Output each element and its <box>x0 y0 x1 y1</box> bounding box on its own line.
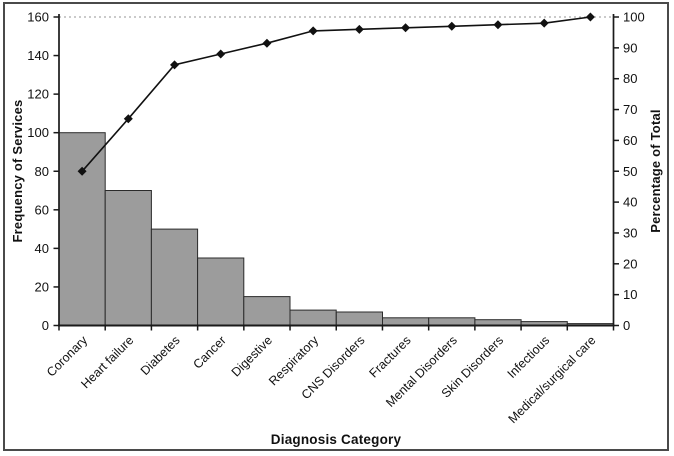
right-tick-label: 0 <box>623 318 630 333</box>
left-tick-label: 60 <box>35 202 49 217</box>
bar-8 <box>428 317 476 326</box>
category-label: Digestive <box>229 333 275 379</box>
tick-marks-layer <box>53 16 619 331</box>
right-tick-label: 90 <box>623 40 637 55</box>
diamond-marker <box>354 24 364 34</box>
left-tick-label: 40 <box>35 241 49 256</box>
category-label: Coronary <box>44 333 91 380</box>
diamond-marker <box>216 49 226 59</box>
category-label: Infectious <box>505 333 553 381</box>
right-tick-label: 20 <box>623 256 637 271</box>
right-tick-label: 80 <box>623 71 637 86</box>
right-tick-label: 50 <box>623 164 637 179</box>
bar-5 <box>289 309 337 327</box>
category-label: Diabetes <box>138 333 183 378</box>
right-tick-label: 70 <box>623 102 637 117</box>
left-tick-label: 20 <box>35 279 49 294</box>
right-tick-label: 100 <box>623 10 645 25</box>
diamond-marker <box>123 114 133 124</box>
cumulative-line <box>81 16 591 172</box>
diamond-marker <box>401 23 411 33</box>
diamond-marker <box>447 21 457 31</box>
right-axis-title: Percentage of Total <box>648 109 663 233</box>
category-label: Fractures <box>366 333 413 380</box>
diamond-marker <box>585 12 595 22</box>
diamond-marker <box>308 26 318 36</box>
bars-layer <box>58 132 614 327</box>
line-markers-layer <box>77 12 595 176</box>
bar-7 <box>382 317 430 326</box>
bar-4 <box>243 296 291 327</box>
left-tick-label: 140 <box>27 48 49 63</box>
cumulative-line-layer <box>81 16 591 172</box>
x-axis-title: Diagnosis Category <box>270 432 402 447</box>
bar-0 <box>58 132 106 326</box>
left-tick-label: 0 <box>42 318 49 333</box>
category-label: Cancer <box>190 333 228 371</box>
left-tick-label: 100 <box>27 125 49 140</box>
bar-2 <box>150 228 199 327</box>
tick-labels-layer: 0 20 40 60 80 100 120 140 160 0 10 20 30 40 50 60 70 80 90… <box>27 10 644 334</box>
diamond-marker <box>77 166 87 176</box>
left-tick-label: 80 <box>35 164 49 179</box>
left-axis-title: Frequency of Services <box>10 99 25 243</box>
bar-3 <box>197 257 245 326</box>
bar-1 <box>104 190 152 326</box>
diamond-marker <box>539 18 549 28</box>
right-tick-label: 30 <box>623 225 637 240</box>
bar-6 <box>335 311 383 326</box>
category-label: Medical/surgical care <box>506 333 599 426</box>
right-tick-label: 40 <box>623 195 637 210</box>
left-tick-label: 120 <box>27 87 49 102</box>
right-tick-label: 10 <box>623 287 637 302</box>
diamond-marker <box>170 60 180 70</box>
left-tick-label: 160 <box>27 10 49 25</box>
right-tick-label: 60 <box>623 133 637 148</box>
diamond-marker <box>262 38 272 48</box>
diamond-marker <box>493 20 503 30</box>
